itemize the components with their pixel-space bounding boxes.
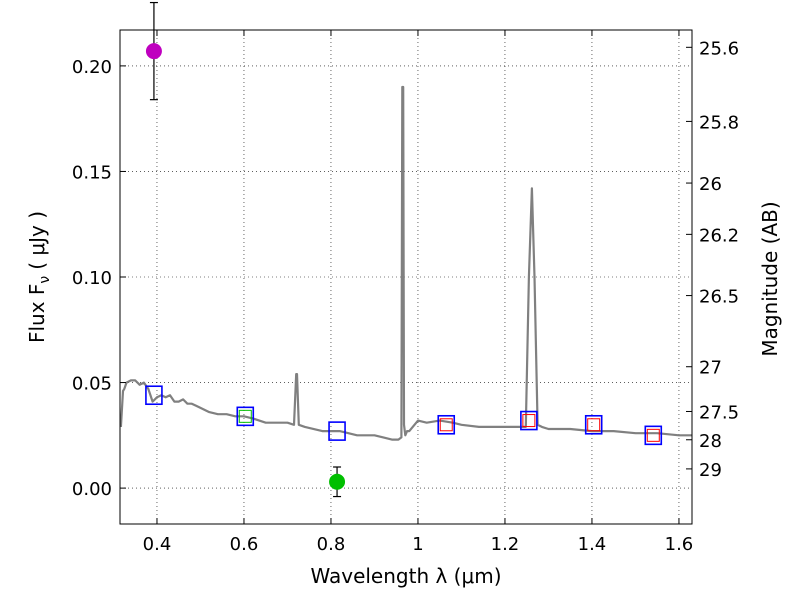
y2-axis-label: Magnitude (AB) — [758, 201, 782, 356]
y2-tick-label: 29 — [699, 460, 722, 481]
synthetic-photometry-marker — [587, 418, 601, 432]
y-tick-label: 0.15 — [72, 162, 112, 183]
y-axis-label-subscript: ν — [37, 276, 53, 284]
y2-tick-label: 27 — [699, 358, 722, 379]
model-photometry-box — [328, 421, 346, 441]
synthetic-photometry-marker — [522, 414, 536, 428]
y-tick-label: 0.20 — [72, 57, 112, 78]
model-spectrum — [119, 85, 692, 441]
model-photometry-box — [437, 414, 456, 435]
spectrum-line — [119, 85, 692, 441]
y2-tick-label: 27.5 — [699, 402, 739, 423]
observed-point — [145, 43, 162, 60]
y-axis-label-unit: ( μJy ) — [25, 211, 49, 270]
x-tick-label: 1.2 — [491, 534, 520, 555]
y2-tick-label: 25.6 — [699, 38, 739, 59]
model-photometry-box — [584, 414, 603, 435]
model-photometry-box — [145, 385, 163, 406]
synthetic-photometry-marker — [439, 418, 453, 432]
y2-tick-label: 26.2 — [699, 225, 739, 246]
x-tick-label: 1 — [412, 534, 423, 555]
x-tick-label: 1.6 — [665, 534, 694, 555]
data-points — [145, 1, 663, 498]
plot-frame — [119, 29, 693, 525]
axis-ticks — [120, 30, 692, 524]
x-tick-label: 0.8 — [317, 534, 346, 555]
x-axis-label: Wavelength λ (μm) — [310, 564, 501, 588]
x-tick-label: 1.4 — [578, 534, 607, 555]
y2-tick-label: 25.8 — [699, 112, 739, 133]
model-photometry-box — [520, 410, 538, 431]
observed-point — [329, 473, 346, 490]
y2-tick-label: 26.5 — [699, 287, 739, 308]
x-tick-label: 0.4 — [143, 534, 172, 555]
y-axis-label: Flux Fν ( μJy ) — [25, 211, 53, 343]
y2-tick-label: 26 — [699, 174, 722, 195]
x-tick-label: 0.6 — [230, 534, 259, 555]
synthetic-photometry-marker — [646, 428, 660, 442]
tick-labels: 0.4 0.6 0.8 1 1.2 1.4 1.6 0.00 0.05 0.10 0.15 0.20 2… — [72, 38, 739, 555]
svg-text:Flux Fν( μJy ): Flux Fν ( μJy ) — [25, 211, 53, 343]
y-axis-label-main: Flux F — [25, 284, 49, 343]
y-tick-label: 0.10 — [72, 268, 112, 289]
y-tick-label: 0.05 — [72, 374, 112, 395]
synthetic-photometry-marker — [238, 409, 252, 423]
y2-tick-label: 28 — [699, 431, 722, 452]
grid-lines — [120, 30, 692, 524]
y-tick-label: 0.00 — [72, 479, 112, 500]
model-photometry-box — [644, 425, 663, 446]
model-photometry-box — [236, 406, 255, 427]
